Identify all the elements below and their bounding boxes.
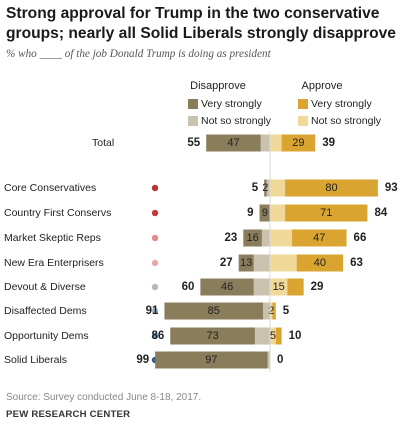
row-dot xyxy=(151,209,159,217)
bar-disapprove-not-so-strongly xyxy=(254,327,270,345)
bar-disapprove-very-strongly xyxy=(264,179,267,197)
bar-value-label: 5 xyxy=(270,330,276,342)
disapprove-total-label: 5 xyxy=(252,182,259,194)
legend-swatch xyxy=(188,99,198,109)
row-dot xyxy=(151,332,159,340)
row-dot xyxy=(151,234,159,242)
row-label: Disaffected Dems xyxy=(4,305,87,317)
bar-value-label: 29 xyxy=(292,137,304,149)
bar-disapprove-very-strongly xyxy=(238,254,254,272)
row-dot xyxy=(151,259,159,267)
bar-value-label: 2 xyxy=(268,305,274,317)
bar-disapprove-very-strongly xyxy=(170,327,255,345)
bar-value-label: 16 xyxy=(246,232,258,244)
bar-disapprove-not-so-strongly xyxy=(266,179,270,197)
chart-title: Strong approval for Trump in the two con… xyxy=(6,5,396,42)
approve-total-label: 5 xyxy=(283,305,290,317)
row-dot xyxy=(151,184,159,192)
legend-label: Not so strongly xyxy=(201,115,272,127)
disapprove-total-label: 55 xyxy=(187,137,200,149)
bar-disapprove-not-so-strongly xyxy=(267,351,270,369)
approve-total-label: 39 xyxy=(322,137,335,149)
bar-approve-very-strongly xyxy=(275,327,282,345)
row-label: Opportunity Dems xyxy=(4,330,89,342)
disapprove-total-label: 9 xyxy=(247,207,253,219)
bar-approve-not-so-strongly xyxy=(270,229,293,247)
bar-approve-very-strongly xyxy=(292,229,347,247)
row-label: Country First Conservs xyxy=(4,207,111,219)
approve-header: Approve xyxy=(302,80,343,92)
bar-value-label: 71 xyxy=(320,207,332,219)
bar-approve-not-so-strongly xyxy=(270,179,286,197)
bar-value-label: 47 xyxy=(313,232,325,244)
row-label: Solid Liberals xyxy=(4,354,67,366)
approve-total-label: 93 xyxy=(385,182,398,194)
bar-disapprove-not-so-strongly xyxy=(263,302,270,320)
row-dot xyxy=(151,283,159,291)
legend-label: Very strongly xyxy=(201,98,262,110)
disapprove-header: Disapprove xyxy=(190,80,246,92)
chart-subtitle: % who ____ of the job Donald Trump is do… xyxy=(6,48,271,60)
bar-approve-very-strongly xyxy=(285,204,368,222)
bar-approve-not-so-strongly xyxy=(270,204,286,222)
bar-value-label: 85 xyxy=(208,305,220,317)
bar-disapprove-very-strongly xyxy=(243,229,262,247)
bar-value-label: 9 xyxy=(262,207,268,219)
row-dot xyxy=(151,307,159,315)
row-label: Core Conservatives xyxy=(4,182,96,194)
bar-disapprove-very-strongly xyxy=(200,278,254,296)
bar-approve-very-strongly xyxy=(287,278,304,296)
disapprove-total-label: 60 xyxy=(182,281,195,293)
bar-value-label: 2 xyxy=(262,182,268,194)
approve-total-label: 63 xyxy=(350,257,363,269)
disapprove-total-label: 23 xyxy=(225,232,238,244)
approve-total-label: 66 xyxy=(354,232,367,244)
bar-disapprove-not-so-strongly xyxy=(260,134,270,152)
org-credit: PEW RESEARCH CENTER xyxy=(6,409,131,420)
bar-value-label: 40 xyxy=(314,257,326,269)
bar-disapprove-very-strongly xyxy=(164,302,264,320)
bar-approve-very-strongly xyxy=(285,179,378,197)
source-note: Source: Survey conducted June 8-18, 2017… xyxy=(6,392,202,403)
row-label: Market Skeptic Reps xyxy=(4,232,101,244)
approve-total-label: 0 xyxy=(277,354,283,366)
bar-approve-very-strongly xyxy=(296,254,344,272)
disapprove-total-label: 99 xyxy=(136,354,149,366)
bar-approve-not-so-strongly xyxy=(270,134,282,152)
bar-disapprove-very-strongly xyxy=(155,351,268,369)
bar-value-label: 46 xyxy=(221,281,233,293)
bar-disapprove-not-so-strongly xyxy=(261,229,270,247)
bar-approve-not-so-strongly xyxy=(270,302,273,320)
bar-approve-not-so-strongly xyxy=(270,327,276,345)
bar-disapprove-not-so-strongly xyxy=(253,254,270,272)
row-label: Devout & Diverse xyxy=(4,281,86,293)
legend-label: Very strongly xyxy=(311,98,372,110)
bar-value-label: 97 xyxy=(205,354,217,366)
approve-total-label: 84 xyxy=(374,207,387,219)
bar-approve-very-strongly xyxy=(281,134,316,152)
bar-approve-not-so-strongly xyxy=(270,254,297,272)
row-label: New Era Enterprisers xyxy=(4,257,104,269)
legend-label: Not so strongly xyxy=(311,115,382,127)
bar-disapprove-very-strongly xyxy=(206,134,261,152)
bar-disapprove-not-so-strongly xyxy=(253,278,270,296)
legend-swatch xyxy=(188,116,198,126)
bar-value-label: 15 xyxy=(273,281,285,293)
bar-value-label: 13 xyxy=(240,257,252,269)
bar-approve-not-so-strongly xyxy=(270,278,288,296)
bar-disapprove-very-strongly xyxy=(259,204,270,222)
bar-value-label: 73 xyxy=(206,330,218,342)
approve-total-label: 29 xyxy=(311,281,324,293)
legend-swatch xyxy=(298,99,308,109)
bar-value-label: 80 xyxy=(325,182,337,194)
disapprove-total-label: 91 xyxy=(146,305,159,317)
bar-approve-very-strongly xyxy=(272,302,276,320)
disapprove-total-label: 86 xyxy=(151,330,164,342)
disapprove-total-label: 27 xyxy=(220,257,233,269)
bar-value-label: 47 xyxy=(227,137,239,149)
row-label: Total xyxy=(92,137,114,149)
approve-total-label: 10 xyxy=(289,330,302,342)
legend-swatch xyxy=(298,116,308,126)
